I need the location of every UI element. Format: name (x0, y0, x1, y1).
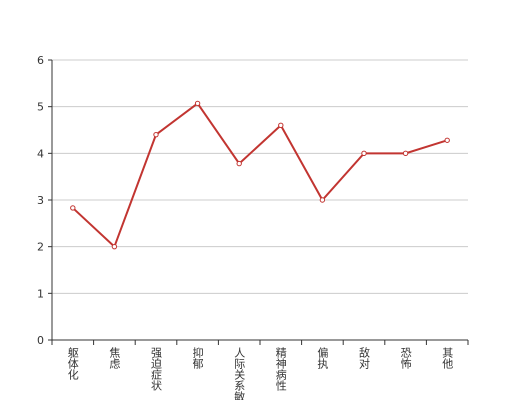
x-tick-label: 人际关系敏感 (233, 347, 246, 400)
y-tick-label: 3 (37, 194, 44, 207)
point (153, 131, 159, 138)
y-tick-label: 6 (37, 54, 44, 67)
x-tick-label: 躯体化 (66, 347, 79, 381)
x-tick-label: 抑郁 (191, 346, 204, 369)
point (236, 160, 242, 167)
x-tick-label: 焦虑 (108, 347, 121, 369)
x-tick-label: 其他 (441, 347, 454, 369)
x-tick-label: 偏执 (316, 346, 329, 370)
point (444, 137, 450, 143)
y-tick-label: 2 (37, 241, 44, 254)
x-tick-label: 敌对 (358, 346, 371, 369)
point (361, 150, 367, 157)
y-tick-label: 1 (37, 287, 44, 300)
point (111, 243, 118, 250)
line (72, 101, 448, 249)
point (194, 100, 201, 107)
x-tick-label: 精神病性 (274, 347, 287, 392)
point (70, 205, 76, 211)
y-tick-label: 0 (37, 334, 44, 347)
x-tick-label: 恐怖 (399, 347, 412, 369)
x-tick-label: 强迫症状 (150, 347, 163, 391)
y-tick-label: 5 (37, 101, 44, 114)
point (319, 197, 326, 203)
y-tick-label: 4 (37, 147, 44, 160)
point (402, 150, 409, 157)
point (278, 122, 284, 129)
